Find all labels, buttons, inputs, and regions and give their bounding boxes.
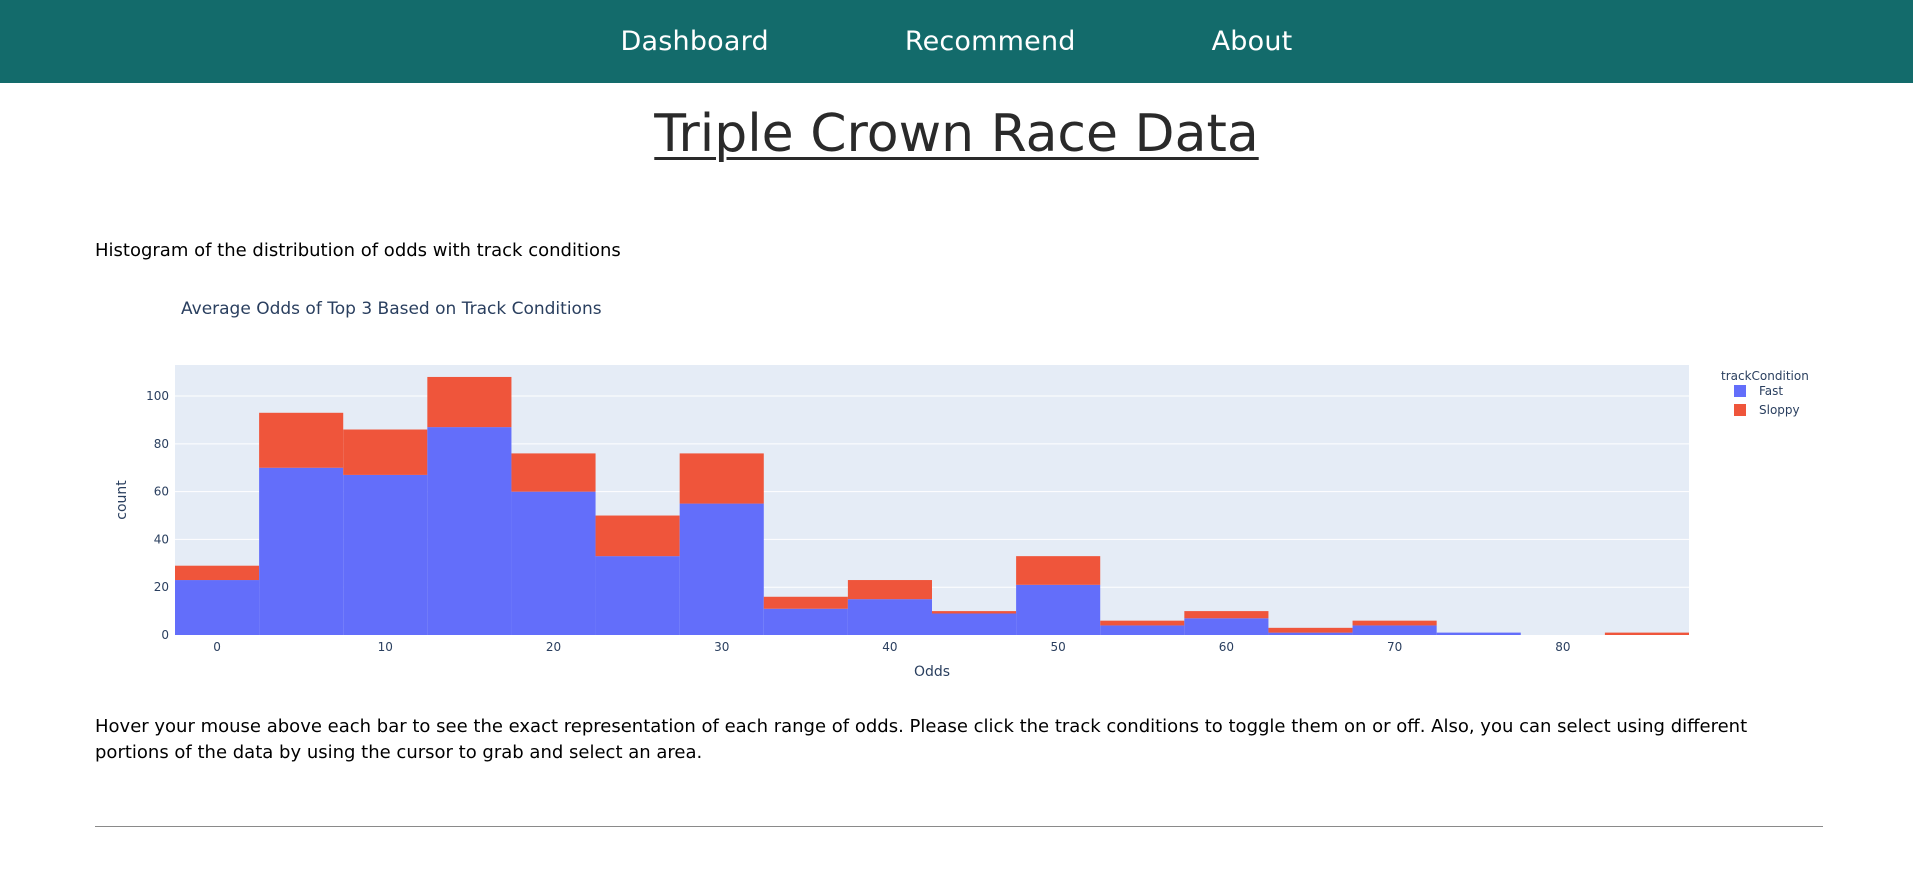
bar-fast-45[interactable] xyxy=(932,613,1017,635)
bar-sloppy-20[interactable] xyxy=(511,453,596,492)
x-tick-label: 60 xyxy=(1219,640,1234,654)
y-tick-label: 60 xyxy=(154,485,169,499)
legend: trackCondition Fast Sloppy xyxy=(1721,369,1809,417)
bar-fast-25[interactable] xyxy=(595,556,680,635)
bar-fast-15[interactable] xyxy=(427,427,512,635)
page-title: Triple Crown Race Data xyxy=(654,104,1259,164)
legend-title: trackCondition xyxy=(1721,369,1809,383)
bar-sloppy-50[interactable] xyxy=(1016,556,1101,585)
x-tick-label: 0 xyxy=(213,640,221,654)
chart-description: Histogram of the distribution of odds wi… xyxy=(95,240,621,261)
bar-fast-75[interactable] xyxy=(1436,632,1521,635)
x-tick-label: 80 xyxy=(1555,640,1570,654)
bar-fast-30[interactable] xyxy=(679,503,764,635)
bar-sloppy-55[interactable] xyxy=(1100,620,1185,626)
bars xyxy=(175,376,1689,635)
histogram-chart[interactable]: Average Odds of Top 3 Based on Track Con… xyxy=(95,285,1835,695)
bar-fast-65[interactable] xyxy=(1268,632,1353,635)
bar-sloppy-60[interactable] xyxy=(1184,611,1269,619)
x-tick-label: 70 xyxy=(1387,640,1402,654)
y-tick-label: 80 xyxy=(154,437,169,451)
y-tick-labels: 0 20 40 60 80 100 xyxy=(146,389,169,642)
x-tick-labels: 0 10 20 30 40 50 60 70 80 xyxy=(213,640,1570,654)
legend-label-sloppy[interactable]: Sloppy xyxy=(1759,403,1800,417)
y-tick-label: 100 xyxy=(146,389,169,403)
y-tick-label: 20 xyxy=(154,580,169,594)
bar-fast-60[interactable] xyxy=(1184,618,1269,635)
legend-swatch-sloppy[interactable] xyxy=(1734,404,1746,416)
y-axis-title: count xyxy=(114,480,130,520)
divider xyxy=(95,826,1823,827)
chart-svg[interactable]: Average Odds of Top 3 Based on Track Con… xyxy=(95,285,1835,695)
bar-fast-50[interactable] xyxy=(1016,584,1101,635)
bar-sloppy-85[interactable] xyxy=(1604,632,1689,635)
bar-sloppy-70[interactable] xyxy=(1352,620,1437,626)
nav-about[interactable]: About xyxy=(1211,26,1293,57)
legend-swatch-fast[interactable] xyxy=(1734,385,1746,397)
nav-recommend[interactable]: Recommend xyxy=(904,26,1076,57)
x-tick-label: 10 xyxy=(378,640,393,654)
instructions-text: Hover your mouse above each bar to see t… xyxy=(95,716,1748,763)
bar-sloppy-45[interactable] xyxy=(932,611,1017,614)
bar-fast-70[interactable] xyxy=(1352,625,1437,635)
bar-sloppy-35[interactable] xyxy=(763,596,848,609)
x-tick-label: 20 xyxy=(546,640,561,654)
chart-title: Average Odds of Top 3 Based on Track Con… xyxy=(181,299,602,319)
x-tick-label: 50 xyxy=(1051,640,1066,654)
y-tick-label: 40 xyxy=(154,532,169,546)
nav-dashboard[interactable]: Dashboard xyxy=(620,26,769,57)
bar-fast-10[interactable] xyxy=(343,474,428,635)
bar-sloppy-30[interactable] xyxy=(679,453,764,504)
navbar: Dashboard Recommend About xyxy=(0,0,1913,83)
bar-fast-5[interactable] xyxy=(259,467,344,635)
x-tick-label: 30 xyxy=(714,640,729,654)
legend-label-fast[interactable]: Fast xyxy=(1759,384,1783,398)
bar-fast-55[interactable] xyxy=(1100,625,1185,635)
bar-sloppy-0[interactable] xyxy=(175,565,260,581)
y-tick-label: 0 xyxy=(161,628,169,642)
bar-fast-0[interactable] xyxy=(175,580,260,635)
bar-sloppy-10[interactable] xyxy=(343,429,428,475)
bar-sloppy-40[interactable] xyxy=(847,580,932,600)
bar-sloppy-5[interactable] xyxy=(259,412,344,468)
x-tick-label: 40 xyxy=(882,640,897,654)
bar-fast-35[interactable] xyxy=(763,608,848,635)
bar-fast-20[interactable] xyxy=(511,491,596,635)
x-axis-title: Odds xyxy=(914,664,950,680)
bar-sloppy-15[interactable] xyxy=(427,376,512,428)
bar-sloppy-65[interactable] xyxy=(1268,627,1353,633)
bar-fast-40[interactable] xyxy=(847,599,932,635)
bar-sloppy-25[interactable] xyxy=(595,515,680,557)
